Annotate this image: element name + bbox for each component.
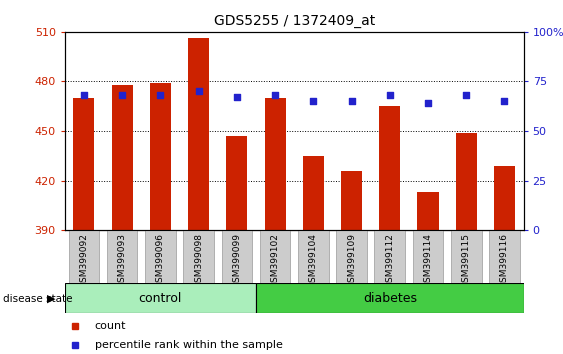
Text: GSM399104: GSM399104: [309, 233, 318, 288]
Bar: [494, 166, 515, 230]
Point: [385, 92, 394, 98]
Bar: [150, 83, 171, 230]
Bar: [188, 39, 209, 230]
Point: [156, 92, 165, 98]
Point: [79, 92, 88, 98]
Text: GSM399115: GSM399115: [462, 233, 471, 288]
Text: control: control: [138, 292, 182, 305]
Bar: [226, 136, 247, 230]
Text: GSM399114: GSM399114: [423, 233, 432, 288]
FancyBboxPatch shape: [145, 230, 176, 283]
Bar: [73, 98, 95, 230]
FancyBboxPatch shape: [256, 283, 524, 313]
Bar: [111, 85, 133, 230]
Text: GSM399093: GSM399093: [118, 233, 127, 288]
Title: GDS5255 / 1372409_at: GDS5255 / 1372409_at: [213, 14, 375, 28]
Point: [271, 92, 280, 98]
FancyBboxPatch shape: [374, 230, 405, 283]
FancyBboxPatch shape: [260, 230, 291, 283]
Text: GSM399116: GSM399116: [500, 233, 509, 288]
FancyBboxPatch shape: [65, 283, 256, 313]
Text: GSM399098: GSM399098: [194, 233, 203, 288]
Point: [233, 95, 242, 100]
Bar: [341, 171, 362, 230]
FancyBboxPatch shape: [184, 230, 214, 283]
Point: [500, 98, 509, 104]
FancyBboxPatch shape: [413, 230, 443, 283]
Text: ▶: ▶: [47, 294, 55, 304]
FancyBboxPatch shape: [336, 230, 367, 283]
Text: count: count: [95, 321, 126, 331]
Bar: [265, 98, 285, 230]
Text: GSM399099: GSM399099: [233, 233, 242, 288]
Bar: [303, 156, 324, 230]
Bar: [418, 192, 439, 230]
Text: diabetes: diabetes: [363, 292, 417, 305]
Point: [462, 92, 471, 98]
FancyBboxPatch shape: [69, 230, 99, 283]
Point: [347, 98, 356, 104]
Point: [423, 101, 432, 106]
Text: disease state: disease state: [3, 294, 72, 304]
Bar: [379, 106, 400, 230]
Text: GSM399096: GSM399096: [156, 233, 165, 288]
Point: [194, 88, 203, 94]
Text: GSM399109: GSM399109: [347, 233, 356, 288]
Point: [118, 92, 127, 98]
FancyBboxPatch shape: [107, 230, 137, 283]
FancyBboxPatch shape: [451, 230, 481, 283]
Text: percentile rank within the sample: percentile rank within the sample: [95, 341, 283, 350]
Point: [309, 98, 318, 104]
Bar: [455, 133, 477, 230]
FancyBboxPatch shape: [221, 230, 252, 283]
Text: GSM399112: GSM399112: [385, 233, 394, 288]
Text: GSM399102: GSM399102: [271, 233, 280, 288]
Text: GSM399092: GSM399092: [79, 233, 88, 288]
FancyBboxPatch shape: [489, 230, 520, 283]
FancyBboxPatch shape: [298, 230, 329, 283]
